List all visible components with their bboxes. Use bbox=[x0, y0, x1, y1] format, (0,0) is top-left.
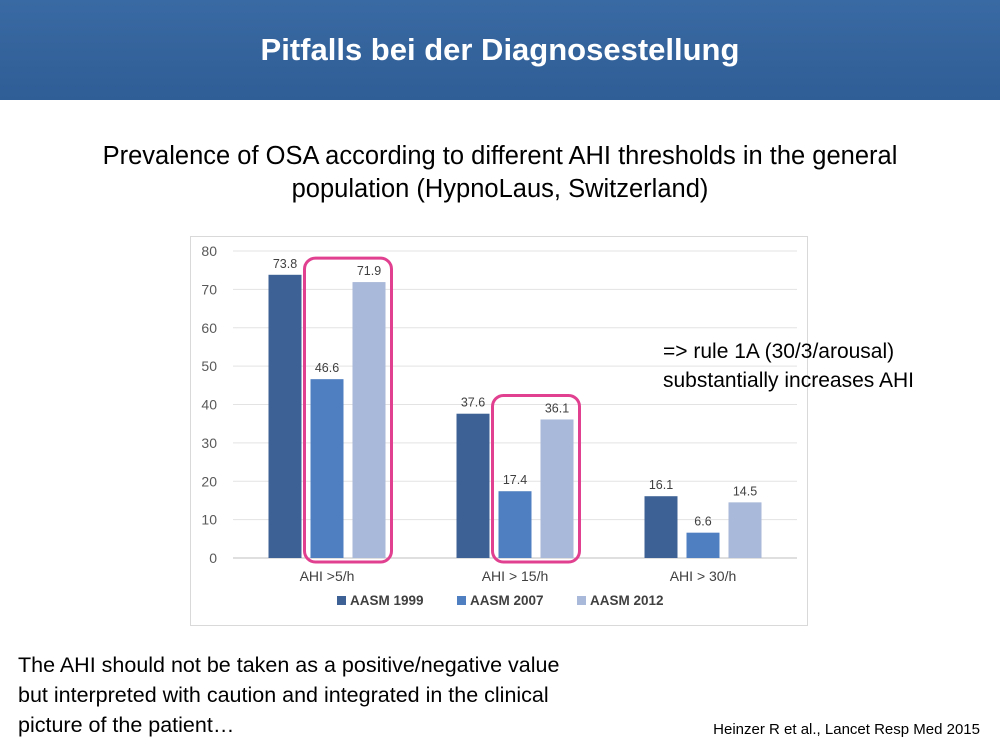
conclusion-line-2: but interpreted with caution and integra… bbox=[18, 683, 549, 707]
bar bbox=[352, 282, 386, 558]
conclusion-line-1: The AHI should not be taken as a positiv… bbox=[18, 653, 560, 677]
slide-title: Pitfalls bei der Diagnosestellung bbox=[260, 32, 740, 67]
conclusion-text: The AHI should not be taken as a positiv… bbox=[18, 650, 678, 740]
conclusion-line-3: picture of the patient… bbox=[18, 713, 235, 737]
y-tick-label: 30 bbox=[201, 435, 217, 451]
data-label: 46.6 bbox=[315, 361, 339, 375]
citation: Heinzer R et al., Lancet Resp Med 2015 bbox=[713, 721, 980, 738]
y-tick-label: 60 bbox=[201, 320, 217, 336]
y-tick-label: 40 bbox=[201, 397, 217, 413]
highlight-box bbox=[491, 393, 581, 564]
x-tick-label: AHI >5/h bbox=[300, 568, 355, 584]
y-tick-label: 10 bbox=[201, 512, 217, 528]
y-tick-label: 80 bbox=[201, 243, 217, 259]
legend-swatch bbox=[337, 596, 346, 605]
data-label: 71.9 bbox=[357, 264, 381, 278]
bar bbox=[310, 379, 344, 558]
slide-header: Pitfalls bei der Diagnosestellung bbox=[0, 0, 1000, 100]
data-label: 17.4 bbox=[503, 473, 527, 487]
legend-label: AASM 2007 bbox=[470, 593, 544, 608]
data-label: 36.1 bbox=[545, 401, 569, 415]
y-tick-label: 70 bbox=[201, 281, 217, 297]
bar bbox=[686, 532, 720, 558]
data-label: 37.6 bbox=[461, 396, 485, 410]
x-tick-label: AHI > 15/h bbox=[482, 568, 549, 584]
y-tick-label: 0 bbox=[209, 550, 217, 566]
annotation-text: => rule 1A (30/3/arousal) substantially … bbox=[663, 337, 993, 395]
data-label: 16.1 bbox=[649, 478, 673, 492]
legend-label: AASM 1999 bbox=[350, 593, 424, 608]
data-label: 73.8 bbox=[273, 257, 297, 271]
chart-frame: 0 10 20 30 40 50 60 70 80 73.8 37.6 16.1 46.6 17.4 6.6… bbox=[190, 236, 808, 626]
subtitle-line-1: Prevalence of OSA according to different… bbox=[102, 142, 898, 170]
bar-chart: 0 10 20 30 40 50 60 70 80 73.8 37.6 16.1 46.6 17.4 6.6… bbox=[201, 243, 797, 608]
chart-subtitle: Prevalence of OSA according to different… bbox=[40, 140, 960, 206]
x-tick-label: AHI > 30/h bbox=[670, 568, 737, 584]
bar bbox=[498, 491, 532, 558]
highlight-box bbox=[303, 256, 393, 564]
bar bbox=[268, 274, 302, 558]
bar bbox=[456, 413, 490, 558]
y-tick-label: 20 bbox=[201, 473, 217, 489]
data-label: 14.5 bbox=[733, 484, 757, 498]
data-label: 6.6 bbox=[694, 515, 711, 529]
annotation-line-2: substantially increases AHI bbox=[663, 369, 914, 392]
legend-label: AASM 2012 bbox=[590, 593, 664, 608]
bar bbox=[540, 419, 574, 558]
annotation-line-1: => rule 1A (30/3/arousal) bbox=[663, 340, 895, 363]
subtitle-line-2: population (HypnoLaus, Switzerland) bbox=[291, 175, 709, 203]
y-tick-label: 50 bbox=[201, 358, 217, 374]
bar bbox=[644, 496, 678, 558]
legend-swatch bbox=[457, 596, 466, 605]
bar bbox=[728, 502, 762, 558]
legend-swatch bbox=[577, 596, 586, 605]
